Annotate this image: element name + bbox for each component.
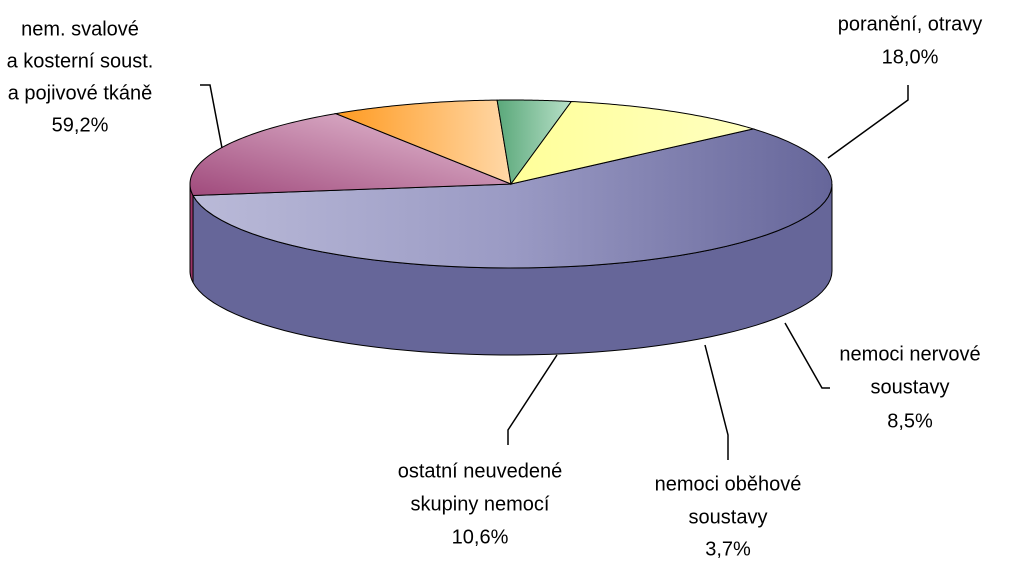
slice-label: poranění, otravy xyxy=(838,13,983,35)
slice-label: nemoci nervové xyxy=(839,343,980,365)
slice-label: a pojivové tkáně xyxy=(8,82,153,104)
leader-line xyxy=(784,322,830,389)
slice-label: skupiny nemocí xyxy=(411,493,550,515)
slice-label: nemoci oběhové xyxy=(655,473,802,495)
pie-slice xyxy=(189,113,512,197)
leader-line xyxy=(507,354,558,445)
pie-slice xyxy=(509,100,756,185)
slice-value-label: 3,7% xyxy=(705,538,751,560)
slice-label: nem. svalové xyxy=(21,18,139,40)
slice-value-label: 10,6% xyxy=(452,526,509,548)
slice-value-label: 8,5% xyxy=(887,410,933,432)
leader-line xyxy=(827,85,909,159)
leader-line xyxy=(704,344,729,460)
leader-line xyxy=(200,84,223,149)
pie-slice xyxy=(192,128,833,269)
slice-label: soustavy xyxy=(689,506,768,528)
pie-slice xyxy=(333,99,512,185)
pie-slice xyxy=(496,99,573,186)
slice-label: soustavy xyxy=(871,376,950,398)
slice-side xyxy=(189,184,194,283)
slice-label: a kosterní soust. xyxy=(7,50,154,72)
slice-value-label: 59,2% xyxy=(52,114,109,136)
slice-label: ostatní neuvedené xyxy=(398,460,563,482)
slice-value-label: 18,0% xyxy=(882,46,939,68)
